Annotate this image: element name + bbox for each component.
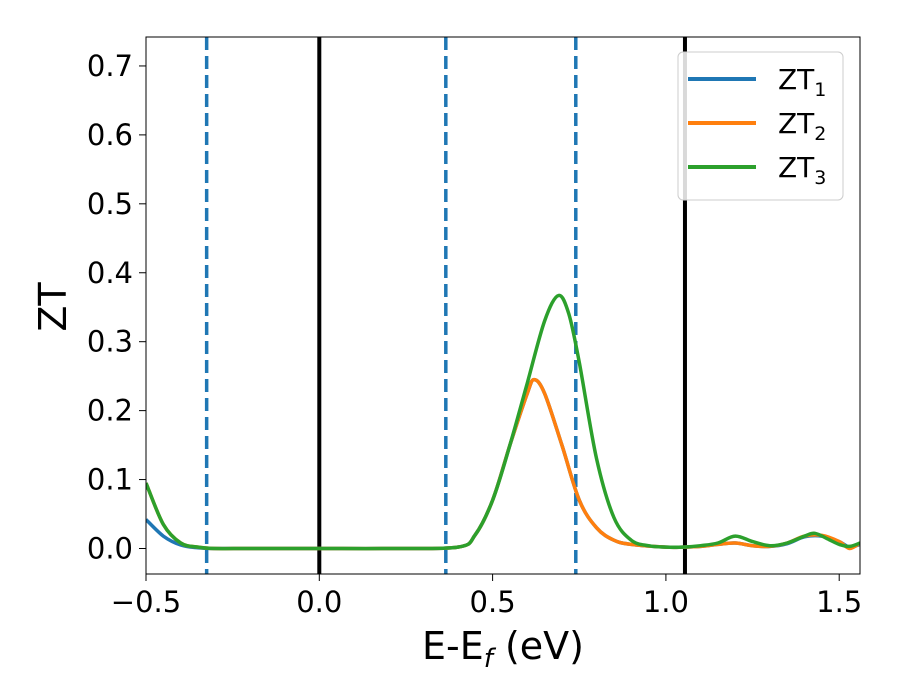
y-axis: 0.0 0.1 0.2 0.3 0.4 0.5 0.6 0.7 <box>87 49 146 565</box>
x-axis-label-base: E-E <box>422 624 484 668</box>
legend-label-base: ZT <box>778 107 815 140</box>
y-tick-label: 0.3 <box>87 325 133 359</box>
legend-label-zt2: ZT2 <box>778 107 826 145</box>
x-tick-label: 1.0 <box>643 585 689 619</box>
plot-frame <box>145 36 861 575</box>
y-tick-label: 0.7 <box>87 49 133 83</box>
x-tick-label: −0.5 <box>111 585 181 619</box>
x-tick-label: 0.5 <box>470 585 516 619</box>
legend-label-subscript: 1 <box>814 79 826 101</box>
x-tick-label: 0.0 <box>296 585 342 619</box>
series-line-zt3 <box>146 293 860 551</box>
legend-label-base: ZT <box>778 151 815 184</box>
y-tick-label: 0.4 <box>87 256 133 290</box>
x-axis-label: E-Ef (eV) <box>422 624 584 674</box>
series-layer <box>146 293 860 551</box>
y-tick-label: 0.0 <box>87 531 133 565</box>
x-axis: −0.5 0.0 0.5 1.0 1.5 <box>111 574 862 619</box>
legend-label-base: ZT <box>778 63 815 96</box>
y-tick-label: 0.6 <box>87 118 133 152</box>
legend-label-zt3: ZT3 <box>778 151 826 189</box>
legend-box <box>677 51 844 201</box>
y-tick-label: 0.5 <box>87 187 133 221</box>
y-axis-label: ZT <box>31 282 75 332</box>
x-axis-label-suffix: (eV) <box>493 624 584 668</box>
reference-lines <box>204 37 687 574</box>
y-tick-label: 0.1 <box>87 463 133 497</box>
y-tick-label: 0.2 <box>87 394 133 428</box>
legend-label-subscript: 3 <box>814 167 826 189</box>
x-tick-label: 1.5 <box>816 585 862 619</box>
legend-label-subscript: 2 <box>814 123 826 145</box>
legend-label-zt1: ZT1 <box>778 63 826 101</box>
